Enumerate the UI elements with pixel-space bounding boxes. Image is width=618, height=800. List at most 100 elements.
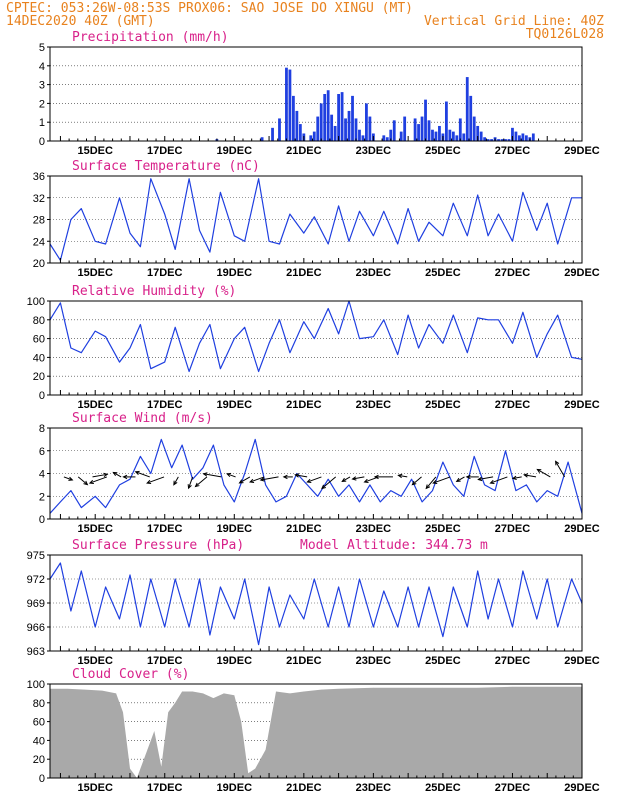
wind-arrow-head [363,478,369,483]
wind-arrow-head [489,479,495,484]
header-run-id: TQ0126L028 [526,27,604,42]
y-tick-label: 100 [27,679,45,691]
precip-bar [420,116,424,141]
wind-arrow-head [397,473,403,479]
x-tick-label: 19DEC [217,782,253,794]
wind-arrow [63,476,73,481]
wind-arrow-head [465,474,471,480]
x-tick-label: 25DEC [425,399,461,411]
wind-arrow [203,473,222,478]
y-tick-label: 5 [39,42,45,54]
x-tick-label: 23DEC [356,145,392,157]
x-tick-label: 25DEC [425,267,461,279]
x-tick-label: 15DEC [77,782,113,794]
wind-arrow-head [536,468,542,474]
panel-annotation: Model Altitude: 344.73 m [300,538,488,553]
x-tick-label: 19DEC [217,145,253,157]
wind-arrow [512,476,522,479]
wind-arrow-head [249,478,255,483]
precip-bar [438,125,441,141]
x-tick-label: 21DEC [286,655,322,667]
panel-frame [49,427,583,520]
precip-bar [469,95,473,141]
series-line [49,562,583,646]
wind-arrow-head [83,480,89,486]
y-tick-label: 60 [33,717,45,729]
x-tick-label: 23DEC [356,655,392,667]
x-tick-label: 23DEC [356,399,392,411]
precip-bar [295,110,299,141]
precip-bar [323,94,327,141]
wind-arrow-head [432,479,438,484]
x-tick-label: 17DEC [147,267,183,279]
x-tick-label: 15DEC [77,655,113,667]
precip-bar [326,90,330,141]
header-line2: 14DEC2020 40Z (GMT) [6,14,155,29]
precip-bar [344,118,347,141]
wind-arrow-head [238,479,244,484]
precip-bar [347,110,351,141]
wind-arrow [77,476,88,486]
wind-arrow-head [226,472,232,478]
precip-bar [385,137,389,141]
precip-bar [448,129,452,141]
wind-arrow-head [351,476,357,481]
precip-bar [500,139,504,141]
panel-3: Surface Wind (m/s) 0 2 4 6 8 15DEC 17DEC 19DEC 21… [39,411,600,535]
precip-bar [476,125,480,141]
precip-bar [497,139,500,141]
panel-4: Surface Pressure (hPa) Model Altitude: 34… [27,538,600,667]
y-tick-label: 36 [33,171,45,183]
wind-arrow [433,476,451,484]
y-tick-label: 966 [27,622,45,634]
wind-arrow-head [88,479,94,484]
precip-bar [524,135,528,141]
wind-arrow-head [455,477,461,482]
wind-arrow [89,476,107,484]
precip-bar [424,99,427,141]
panel-frame [49,300,583,396]
precip-bar [312,131,316,141]
wind-arrow [398,474,408,478]
wind-arrow-head [202,472,208,477]
y-tick-label: 963 [27,646,45,658]
panel-frame [49,683,583,779]
precip-bar [451,131,455,141]
precip-bar [434,131,438,141]
x-tick-label: 25DEC [425,782,461,794]
series-line [49,300,583,373]
precip-bar [455,135,459,141]
y-tick-label: 0 [39,136,45,148]
wind-arrow [537,468,551,478]
y-tick-label: 0 [39,390,45,402]
precip-bar [531,133,535,141]
y-tick-label: 0 [39,514,45,526]
precip-bar [285,67,288,141]
precip-bar [431,129,434,141]
x-tick-label: 15DEC [77,399,113,411]
y-tick-label: 100 [27,296,45,308]
wind-arrow-head [122,474,128,480]
x-tick-label: 25DEC [425,655,461,667]
wind-arrow [490,476,508,484]
wind-arrow-head [259,477,265,482]
x-tick-label: 29DEC [564,655,600,667]
precip-bar [521,133,525,141]
x-tick-label: 25DEC [425,145,461,157]
y-tick-label: 32 [33,193,45,205]
precip-bar [351,95,354,141]
wind-arrow-head [134,470,140,475]
wind-arrow-head [321,484,326,490]
precip-bar [403,116,407,141]
panel-title: Relative Humidity (%) [72,284,236,299]
series-line [49,178,582,261]
panel-1: Surface Temperature (nC) 20 24 28 32 36 15DEC 1… [33,159,600,279]
precip-bar [382,135,386,141]
wind-arrow [92,473,108,478]
wind-arrow-head [68,476,74,481]
x-tick-label: 29DEC [564,523,600,535]
wind-arrow [113,471,122,478]
precip-bar [472,116,476,141]
wind-arrow-head [341,477,347,482]
wind-arrow-head [511,475,517,481]
